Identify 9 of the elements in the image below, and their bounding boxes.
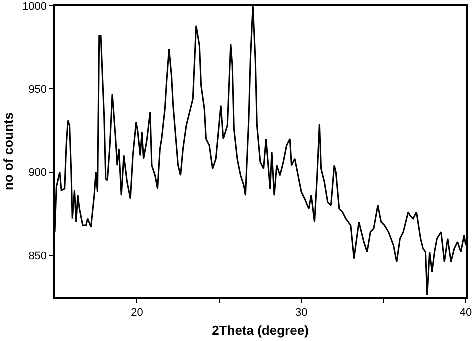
x-axis-title: 2Theta (degree): [212, 323, 309, 338]
x-tick-label: 20: [131, 306, 144, 319]
y-tick-label: 850: [28, 250, 48, 262]
y-tick-label: 1000: [22, 0, 48, 13]
x-tick-label: 30: [295, 306, 308, 319]
y-tick-label: 950: [28, 84, 48, 96]
x-tick-label: 40: [460, 306, 472, 319]
y-axis-title: no of counts: [1, 112, 16, 190]
y-tick-label: 900: [28, 167, 48, 180]
